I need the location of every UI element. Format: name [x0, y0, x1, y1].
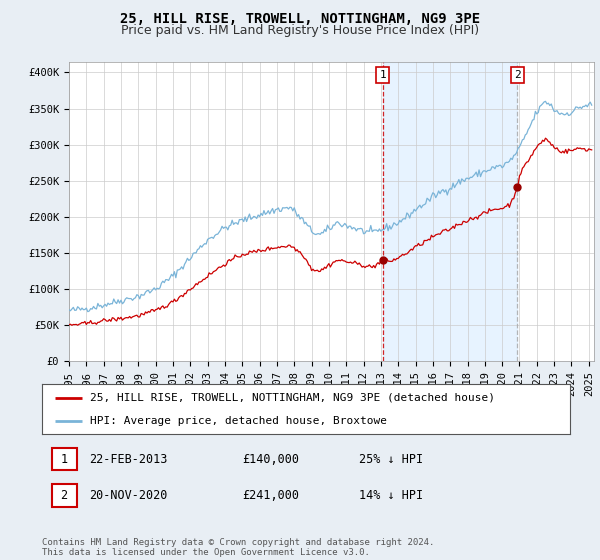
- Text: 25, HILL RISE, TROWELL, NOTTINGHAM, NG9 3PE (detached house): 25, HILL RISE, TROWELL, NOTTINGHAM, NG9 …: [89, 393, 494, 403]
- Text: Contains HM Land Registry data © Crown copyright and database right 2024.
This d: Contains HM Land Registry data © Crown c…: [42, 538, 434, 557]
- Text: 25% ↓ HPI: 25% ↓ HPI: [359, 452, 423, 466]
- FancyBboxPatch shape: [52, 448, 77, 470]
- Text: 2: 2: [514, 70, 521, 80]
- Text: 1: 1: [61, 452, 68, 466]
- Text: 14% ↓ HPI: 14% ↓ HPI: [359, 489, 423, 502]
- Text: £241,000: £241,000: [242, 489, 299, 502]
- Text: HPI: Average price, detached house, Broxtowe: HPI: Average price, detached house, Brox…: [89, 417, 386, 426]
- Text: 20-NOV-2020: 20-NOV-2020: [89, 489, 168, 502]
- Bar: [383, 62, 517, 361]
- Text: £140,000: £140,000: [242, 452, 299, 466]
- Text: 22-FEB-2013: 22-FEB-2013: [89, 452, 168, 466]
- FancyBboxPatch shape: [52, 484, 77, 507]
- Text: 2: 2: [61, 489, 68, 502]
- Text: 25, HILL RISE, TROWELL, NOTTINGHAM, NG9 3PE: 25, HILL RISE, TROWELL, NOTTINGHAM, NG9 …: [120, 12, 480, 26]
- Text: 1: 1: [380, 70, 386, 80]
- Text: Price paid vs. HM Land Registry's House Price Index (HPI): Price paid vs. HM Land Registry's House …: [121, 24, 479, 37]
